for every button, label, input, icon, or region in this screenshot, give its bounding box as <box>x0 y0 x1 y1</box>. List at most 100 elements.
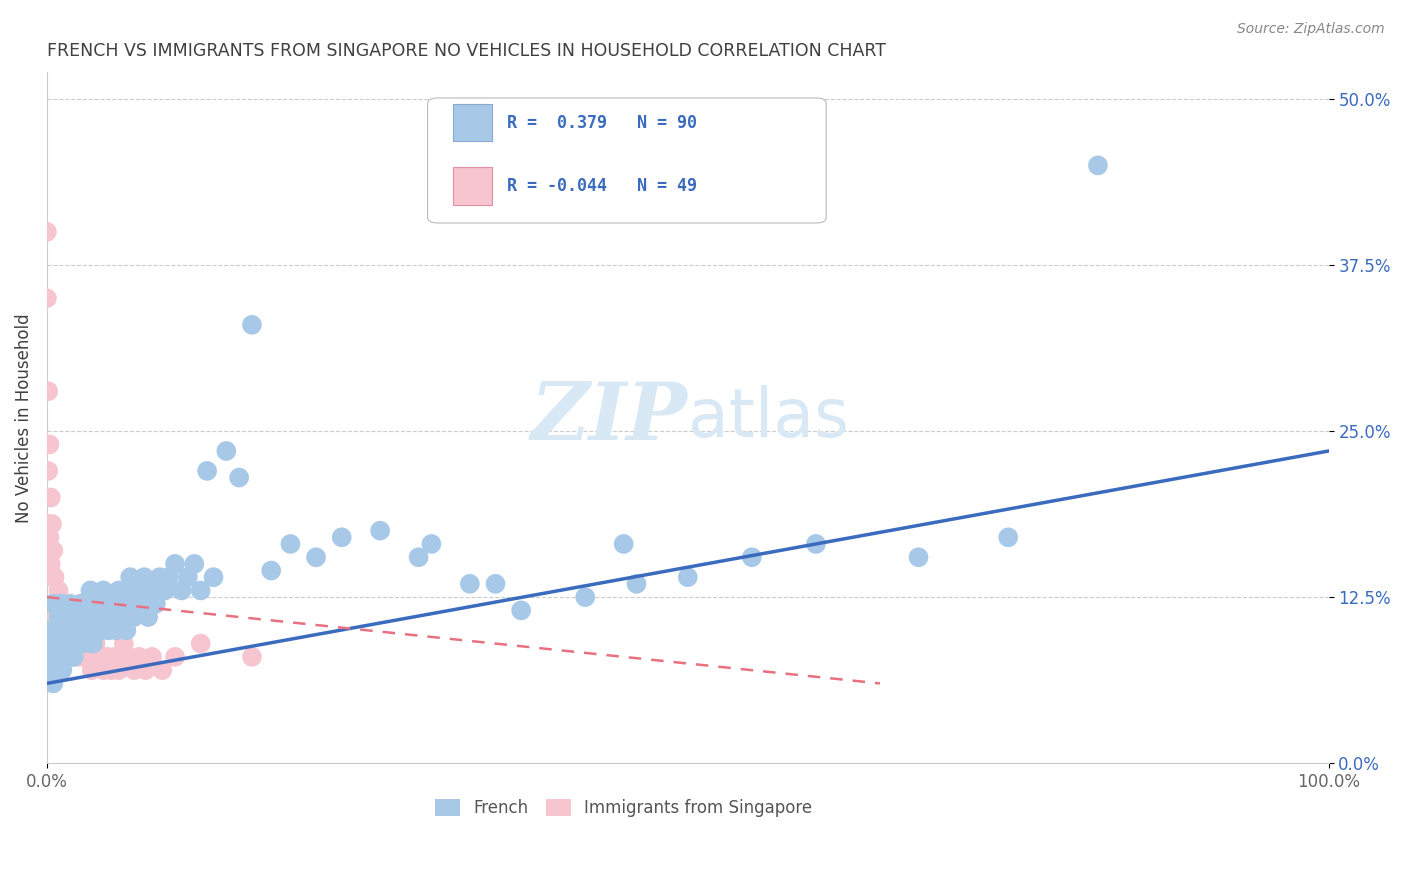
Point <box>62 624 84 638</box>
Text: FRENCH VS IMMIGRANTS FROM SINGAPORE NO VEHICLES IN HOUSEHOLD CORRELATION CHART: FRENCH VS IMMIGRANTS FROM SINGAPORE NO V… <box>46 42 886 60</box>
Point <box>38 530 60 544</box>
Point <box>48 610 70 624</box>
Y-axis label: No Vehicles in Household: No Vehicles in Household <box>15 313 32 523</box>
Point <box>39 557 62 571</box>
Point <box>48 649 70 664</box>
Point <box>73 649 96 664</box>
Point <box>60 637 83 651</box>
Point <box>153 583 176 598</box>
Point <box>240 318 263 332</box>
Point <box>240 649 263 664</box>
Point <box>110 610 132 624</box>
Point <box>613 537 636 551</box>
Point <box>170 583 193 598</box>
Point <box>48 624 70 638</box>
Point <box>42 597 65 611</box>
Point <box>39 624 62 638</box>
Point <box>51 624 73 638</box>
Point <box>67 624 90 638</box>
Point <box>56 610 79 624</box>
Point <box>574 590 596 604</box>
Point <box>122 610 145 624</box>
Point <box>202 570 225 584</box>
Point <box>149 570 172 584</box>
Point <box>44 663 66 677</box>
Point <box>134 570 156 584</box>
Point <box>44 570 66 584</box>
Point <box>41 570 63 584</box>
Point <box>65 637 87 651</box>
Point <box>112 597 135 611</box>
Point <box>305 550 328 565</box>
Point <box>330 530 353 544</box>
Point <box>228 470 250 484</box>
Point <box>177 570 200 584</box>
Point <box>37 516 59 531</box>
Point <box>49 597 72 611</box>
Point <box>37 464 59 478</box>
Point <box>67 649 90 664</box>
Point <box>42 543 65 558</box>
Point <box>75 610 97 624</box>
Point <box>45 597 67 611</box>
Point <box>77 624 100 638</box>
Point <box>35 225 58 239</box>
Point <box>118 649 141 664</box>
Point <box>122 663 145 677</box>
Point <box>907 550 929 565</box>
Point <box>107 663 129 677</box>
Point <box>103 610 125 624</box>
Point <box>368 524 391 538</box>
Point <box>260 564 283 578</box>
Legend: French, Immigrants from Singapore: French, Immigrants from Singapore <box>429 792 818 824</box>
Point <box>42 649 65 664</box>
Point <box>65 637 87 651</box>
Point <box>37 384 59 399</box>
Text: ZIP: ZIP <box>531 379 688 457</box>
Point <box>128 649 150 664</box>
Point <box>55 624 77 638</box>
Point <box>458 576 481 591</box>
Point <box>35 291 58 305</box>
Point <box>105 624 128 638</box>
Point <box>42 676 65 690</box>
Point <box>45 624 67 638</box>
Point <box>69 597 91 611</box>
Point <box>484 576 506 591</box>
Point <box>91 663 114 677</box>
FancyBboxPatch shape <box>427 98 827 223</box>
Point <box>62 649 84 664</box>
Point <box>676 570 699 584</box>
Point <box>96 649 118 664</box>
Point <box>48 663 70 677</box>
Point <box>76 637 98 651</box>
Point <box>141 649 163 664</box>
Point <box>55 624 77 638</box>
Point <box>190 637 212 651</box>
Point <box>53 649 76 664</box>
Point <box>58 637 80 651</box>
Point <box>104 649 127 664</box>
Point <box>136 610 159 624</box>
Point <box>38 637 60 651</box>
Point <box>84 610 107 624</box>
Point <box>44 637 66 651</box>
Point <box>120 570 142 584</box>
Text: atlas: atlas <box>688 384 849 450</box>
Point <box>741 550 763 565</box>
Point <box>91 583 114 598</box>
Point <box>420 537 443 551</box>
Point <box>38 437 60 451</box>
Point <box>52 610 75 624</box>
Point <box>77 649 100 664</box>
Point <box>125 583 148 598</box>
Point <box>46 637 69 651</box>
Point <box>63 610 86 624</box>
Point <box>804 537 827 551</box>
Point <box>82 637 104 651</box>
Text: R = -0.044   N = 49: R = -0.044 N = 49 <box>508 177 697 195</box>
Point <box>46 610 69 624</box>
Point <box>52 637 75 651</box>
FancyBboxPatch shape <box>453 167 492 205</box>
Point <box>157 570 180 584</box>
